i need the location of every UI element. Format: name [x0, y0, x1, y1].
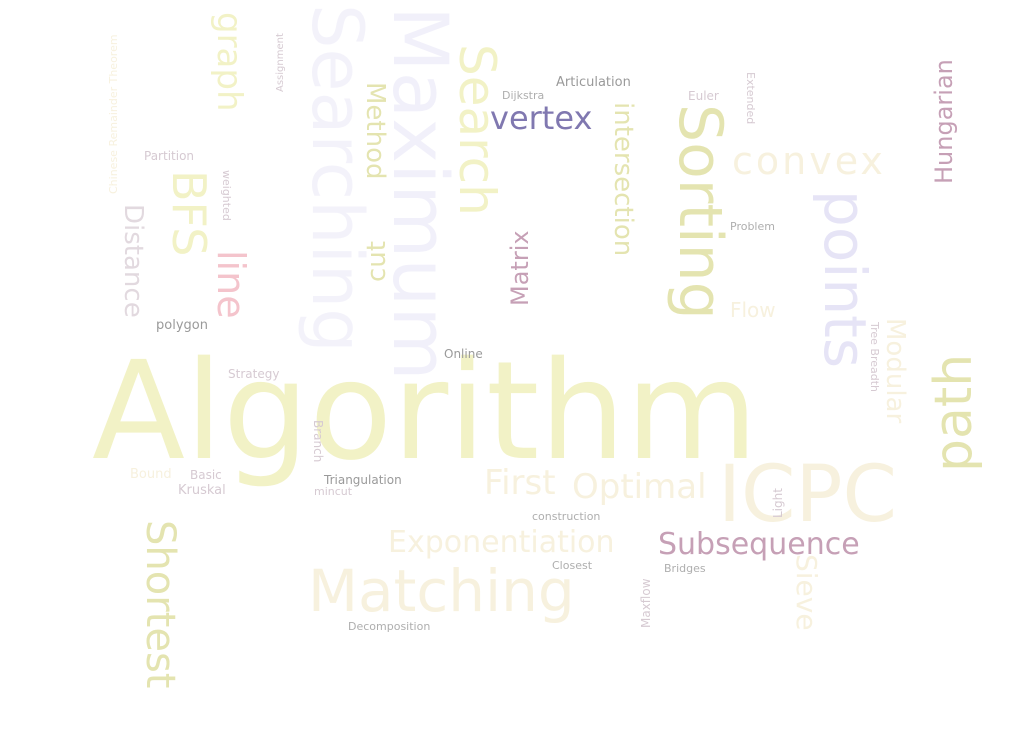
word-sorting: Sorting [665, 104, 735, 320]
word-graph: graph [209, 12, 249, 112]
word-modular: Modular [880, 318, 910, 424]
word-hungarian: Hungarian [930, 59, 958, 184]
word-polygon: polygon [156, 318, 208, 333]
word-first: First [484, 463, 556, 503]
word-mincut: mincut [314, 485, 353, 498]
word-shortest: Shortest [137, 520, 183, 689]
word-strategy: Strategy [228, 367, 280, 381]
word-line: line [209, 250, 253, 319]
word-tree-breadth: Tree Breadth [868, 322, 881, 393]
word-light: Light [771, 488, 785, 518]
word-matrix: Matrix [506, 230, 534, 306]
word-dijkstra: Dijkstra [502, 89, 545, 102]
word-online: Online [444, 347, 483, 361]
word-articulation: Articulation [556, 75, 631, 90]
word-maxflow: Maxflow [639, 578, 653, 628]
word-theorem: Chinese Remainder Theorem [107, 34, 120, 194]
word-partition: Partition [144, 149, 195, 163]
word-convex: convex [732, 139, 886, 183]
word-subsequence: Subsequence [658, 527, 860, 562]
word-vertex: vertex [490, 99, 593, 137]
word-closest: Closest [552, 559, 593, 572]
word-maximum: Maximum [376, 6, 465, 381]
word-assignment: Assignment [275, 33, 286, 92]
word-branch: Branch [311, 420, 325, 463]
word-cut: cut [362, 241, 392, 282]
word-triangulation: Triangulation [324, 473, 402, 487]
word-weighted: weighted [220, 170, 233, 221]
word-distance: Distance [118, 204, 148, 318]
word-method: Method [360, 82, 390, 180]
word-construction: construction [532, 510, 601, 523]
word-optimal: Optimal [572, 467, 707, 507]
word-bound: Bound [130, 467, 172, 482]
word-path: path [924, 353, 984, 472]
word-algorithm: Algorithm [92, 333, 759, 491]
word-points: points [811, 190, 879, 369]
word-euler: Euler [688, 89, 719, 103]
word-extended: Extended [744, 72, 757, 125]
word-flow: Flow [730, 298, 776, 322]
word-kruskal: Kruskal [178, 483, 226, 498]
word-problem: Problem [730, 220, 775, 233]
word-sieve: Sieve [790, 554, 823, 631]
word-bfs: BFS [162, 170, 216, 257]
word-basic: Basic [190, 468, 222, 482]
word-bridges: Bridges [664, 562, 706, 575]
word-intersection: intersection [608, 102, 638, 257]
word-decomposition: Decomposition [348, 620, 431, 633]
word-exponentiation: Exponentiation [388, 525, 615, 560]
word-icpc: ICPC [718, 450, 897, 540]
word-matching: Matching [308, 557, 575, 625]
